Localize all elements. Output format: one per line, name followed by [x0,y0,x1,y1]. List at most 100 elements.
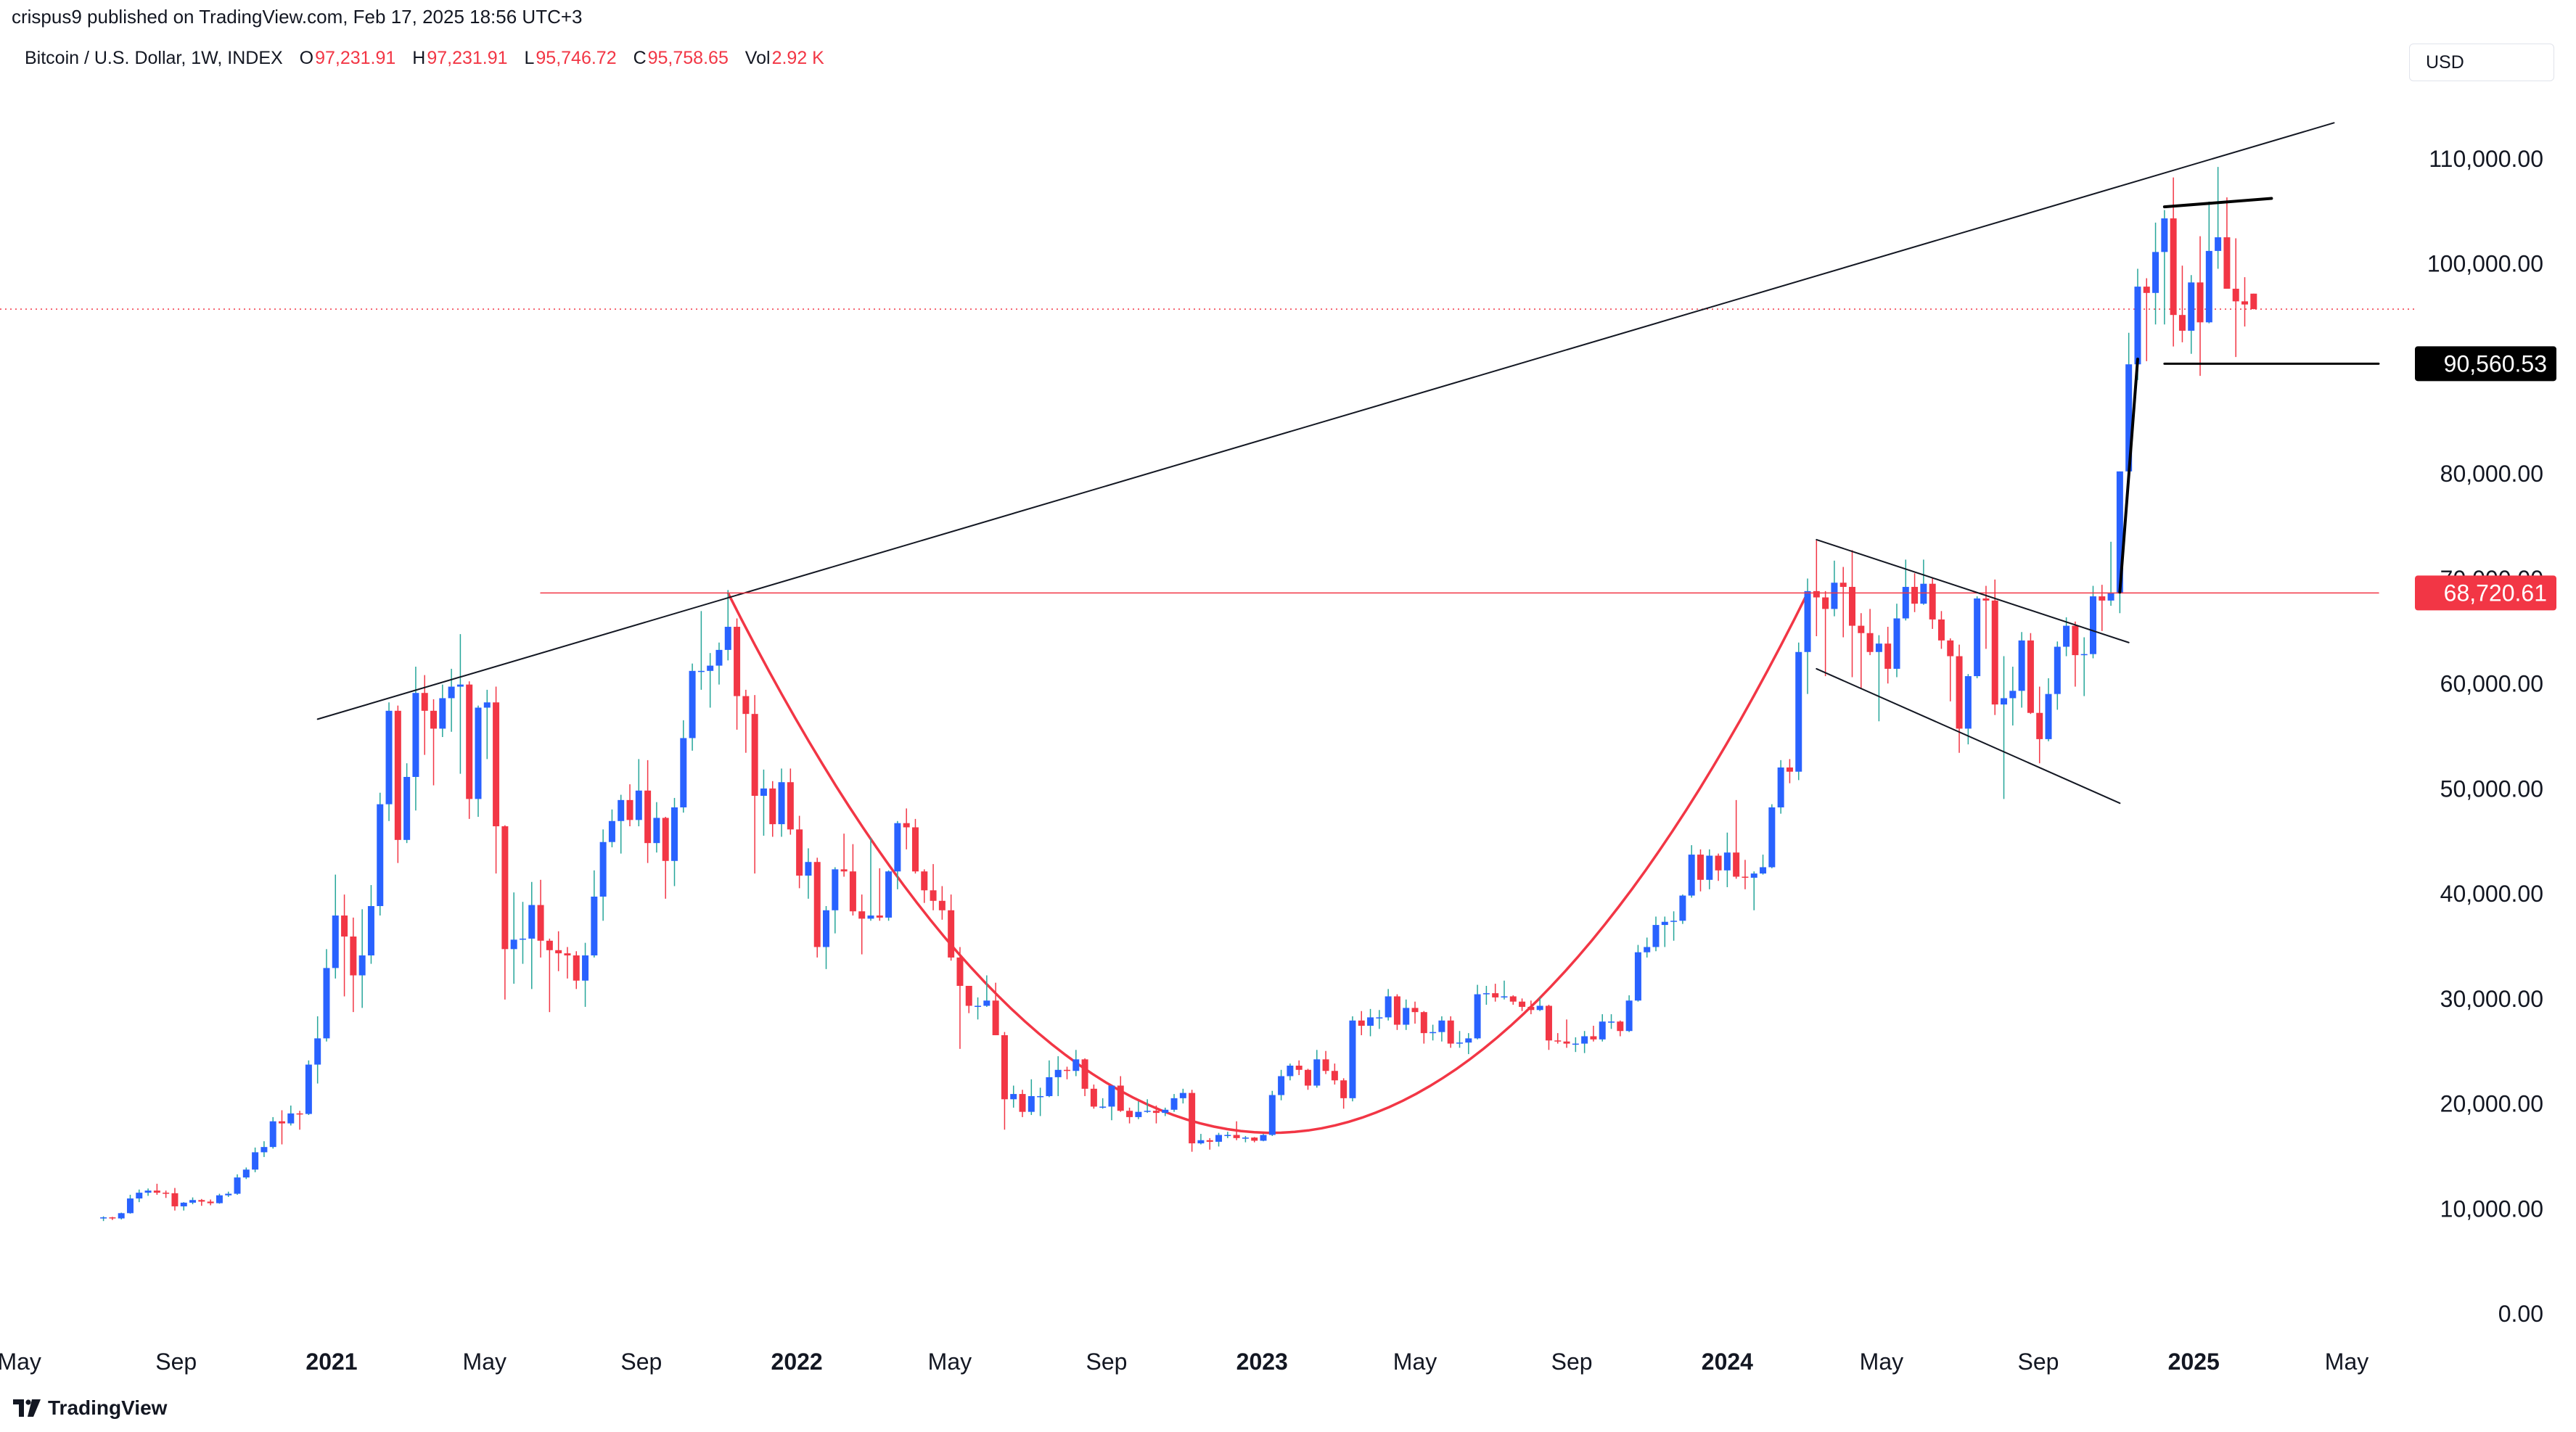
candle-body [1679,895,1686,921]
candle [644,760,652,863]
candle-body [1697,855,1704,880]
candle-body [1170,1098,1178,1110]
candle-body [501,826,509,950]
candle [1108,1085,1115,1121]
candle [618,794,625,854]
candle [1393,994,1400,1030]
x-tick-label: Sep [1086,1349,1127,1375]
candle [126,1195,134,1214]
time-axis[interactable]: May Sep 2021 May Sep 2022 May Sep 2023 May Sep 2024… [0,1349,2368,1375]
trendline [316,122,2335,720]
candle-body [234,1177,241,1194]
candle [1019,1090,1026,1117]
candle [911,818,919,874]
candle [2143,278,2150,361]
candle-body [1545,1005,1552,1041]
candle [1964,674,1972,745]
volume-label: Vol [745,48,771,68]
candle-body [2152,252,2159,293]
candle-body [921,871,928,891]
candle [1144,1099,1151,1114]
candle [1617,1020,1624,1037]
candle-body [1974,598,1981,677]
candle-body [269,1121,276,1148]
candle-body [2009,691,2017,699]
currency-selector[interactable]: USD [2409,44,2554,81]
candle-body [287,1113,295,1124]
candle-body [689,670,696,738]
candle [956,947,964,1049]
candle [1090,1085,1097,1109]
candle [1715,853,1722,881]
candle-body [1135,1111,1142,1117]
candle-body [930,890,937,901]
candle-body [1804,591,1811,652]
candle [519,902,526,964]
candle-body [1849,587,1856,626]
chart-plot-area [0,65,2576,1386]
candle-body [2134,287,2141,365]
price-axis[interactable]: 0.00 10,000.00 20,000.00 30,000.00 40,000.00… [2427,146,2543,1327]
candle-body [662,818,669,861]
candle [653,802,660,853]
candle [1465,1033,1472,1055]
candle-body [1947,640,1954,657]
candle [1590,1026,1597,1042]
candle [100,1216,107,1222]
tradingview-logo[interactable]: TradingView [13,1396,167,1420]
candle [1215,1132,1223,1147]
candle [1438,1016,1445,1042]
candle-body [1509,996,1517,1002]
candle-body [207,1201,214,1203]
candle [2232,238,2239,358]
candle-body [403,776,411,840]
candle [1608,1014,1615,1029]
candle [2080,637,2088,696]
candle-body [769,788,776,825]
candle [1706,849,1713,889]
candle-body [1027,1095,1035,1112]
candle [153,1183,160,1196]
candle-body [1866,633,1874,652]
candle-body [1831,583,1838,609]
candle-body [100,1217,107,1219]
candle-body [144,1190,152,1193]
candle-body [582,955,589,981]
trendline [2118,357,2139,594]
candle-body [296,1113,303,1115]
candle-body [1822,597,1829,609]
candle [1822,591,1829,677]
candle-body [358,955,366,976]
candle [751,695,758,874]
candle-body [564,953,571,956]
candle [109,1217,116,1220]
candle [1064,1066,1071,1079]
candle-body [742,696,750,715]
candle [734,618,741,730]
close-value: 95,758.65 [647,48,729,68]
candle-body [171,1193,179,1206]
candle [466,681,473,819]
candle-body [1956,656,1963,729]
candle-body [760,788,767,797]
candle [975,997,982,1020]
candle-body [715,649,723,666]
x-tick-label: Sep [155,1349,197,1375]
candle [510,892,517,984]
candle-body [2196,282,2204,323]
candle-body [724,627,731,650]
symbol-title[interactable]: Bitcoin / U.S. Dollar, 1W, INDEX [25,48,283,68]
candle [1937,611,1945,649]
candle [1278,1069,1285,1100]
candle-body [2188,282,2195,331]
candle-body [1982,598,1990,601]
candle-body [1625,1000,1633,1032]
candle [118,1212,125,1220]
candle-body [1367,1017,1374,1026]
x-tick-label: 2024 [1702,1349,1753,1375]
candle-body [1670,921,1678,922]
candle [1572,1037,1579,1053]
open-value: 97,231.91 [315,48,396,68]
candle-body [1884,643,1892,669]
